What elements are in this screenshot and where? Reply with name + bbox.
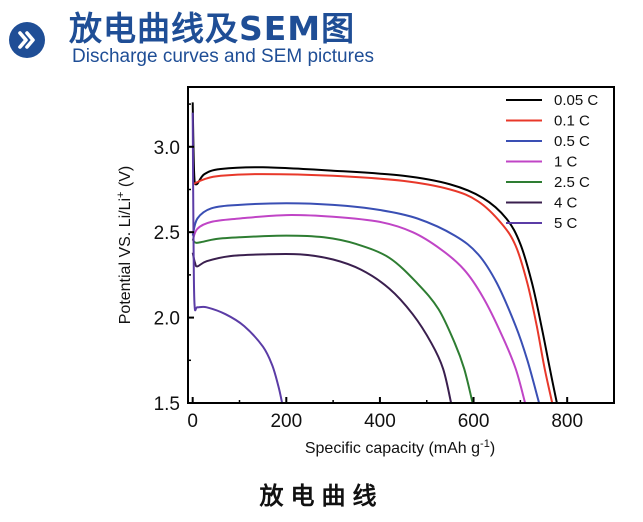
- legend-label: 0.1 C: [554, 113, 590, 130]
- x-tick-label: 800: [551, 411, 583, 432]
- series-line-4: [191, 234, 474, 404]
- series-line-3: [191, 214, 527, 404]
- page-title: 放电曲线及SEM图: [69, 9, 356, 48]
- series-line-5: [191, 252, 453, 404]
- series-line-1: [192, 173, 554, 404]
- page-subtitle: Discharge curves and SEM pictures: [72, 46, 375, 67]
- legend-label: 2.5 C: [554, 174, 590, 191]
- double-chevron-right-icon: [9, 22, 45, 58]
- y-tick-label: 3.0: [154, 138, 180, 159]
- series-line-0: [191, 102, 558, 404]
- legend-label: 5 C: [554, 215, 578, 232]
- y-axis-label: Potential VS. Li/Li+ (V): [115, 166, 134, 325]
- x-tick-label: 200: [270, 411, 302, 432]
- legend-label: 4 C: [554, 195, 578, 212]
- legend-label: 0.05 C: [554, 92, 598, 109]
- x-tick-label: 400: [364, 411, 396, 432]
- header: 放电曲线及SEM图 Discharge curves and SEM pictu…: [0, 0, 643, 80]
- series-lines: [191, 102, 558, 404]
- legend-label: 1 C: [554, 154, 578, 171]
- x-tick-label: 0: [187, 411, 198, 432]
- y-tick-label: 2.0: [154, 309, 180, 330]
- legend-label: 0.5 C: [554, 133, 590, 150]
- discharge-chart: 0 200 400 600 800 1.52.02.53.0 0.05 C0.1 C0.…: [115, 86, 615, 457]
- y-tick-label: 1.5: [154, 394, 180, 415]
- y-tick-label: 2.5: [154, 223, 180, 244]
- x-axis-ticks: 0 200 400 600 800: [187, 397, 583, 432]
- figure-caption: 放电曲线: [259, 481, 384, 510]
- plot-frame: [187, 86, 615, 404]
- series-line-6: [191, 112, 284, 404]
- chart-legend: 0.05 C 0.1 C 0.5 C 1 C 2.5 C 4 C 5 C: [506, 92, 598, 232]
- series-line-2: [191, 202, 541, 404]
- x-axis-label: Specific capacity (mAh g-1): [305, 438, 495, 457]
- x-tick-label: 600: [458, 411, 490, 432]
- y-axis-ticks: 1.5 2.0 2.5 3.0: [154, 103, 194, 415]
